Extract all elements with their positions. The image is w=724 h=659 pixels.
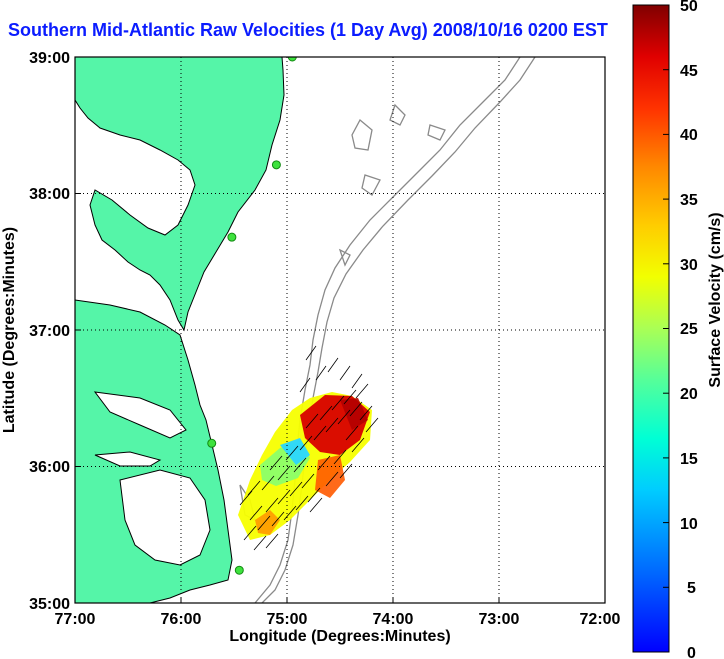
y-tick-label: 37:00	[29, 323, 70, 340]
tick-marks	[75, 193, 500, 603]
colorbar-tick-label: 35	[680, 192, 698, 209]
colorbar-tick-label: 50	[680, 0, 698, 15]
radar-station-marker	[271, 160, 281, 170]
colorbar-tick-label: 20	[680, 386, 698, 403]
colorbar-tick-label: 45	[680, 63, 698, 80]
velocity-vectors	[239, 345, 379, 551]
x-tick-label: 72:00	[580, 611, 621, 628]
y-tick-label: 39:00	[29, 50, 70, 67]
x-axis-label: Longitude (Degrees:Minutes)	[229, 628, 450, 645]
colorbar-ticks	[663, 4, 669, 588]
velocity-field	[238, 392, 372, 540]
hf-radar-stations	[207, 57, 297, 575]
y-tick-label: 38:00	[29, 186, 70, 203]
river-water	[94, 451, 162, 467]
colorbar-tick-label: 10	[680, 516, 698, 533]
x-tick-label: 77:00	[55, 611, 96, 628]
x-tick-label: 76:00	[161, 611, 202, 628]
sound-water	[119, 469, 211, 566]
x-tick-label: 74:00	[373, 611, 414, 628]
colorbar-tick-label: 40	[680, 127, 698, 144]
grid	[75, 57, 605, 603]
river-water	[93, 391, 187, 439]
land-mainland	[75, 57, 285, 332]
colorbar-tick-label: 30	[680, 257, 698, 274]
y-axis-label: Latitude (Degrees:Minutes)	[1, 227, 18, 433]
colorbar-label: Surface Velocity (cm/s)	[707, 212, 724, 387]
y-tick-label: 36:00	[29, 459, 70, 476]
colorbar-tick-label: 5	[687, 580, 696, 597]
chart-title: Southern Mid-Atlantic Raw Velocities (1 …	[8, 20, 608, 40]
colorbar-tick-label: 15	[680, 451, 698, 468]
radar-station-marker	[227, 232, 237, 242]
x-tick-label: 73:00	[479, 611, 520, 628]
x-tick-label: 75:00	[267, 611, 308, 628]
radar-station-marker	[207, 438, 217, 448]
radar-station-marker	[234, 565, 244, 575]
colorbar-tick-label: 25	[680, 321, 698, 338]
colorbar-tick-label: 0	[687, 645, 696, 659]
radar-station-marker	[287, 57, 297, 62]
y-tick-label: 35:00	[29, 596, 70, 613]
